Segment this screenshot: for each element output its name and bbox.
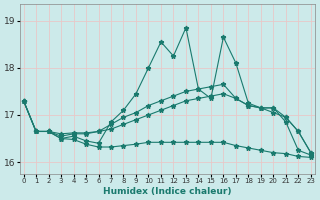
X-axis label: Humidex (Indice chaleur): Humidex (Indice chaleur)	[103, 187, 231, 196]
